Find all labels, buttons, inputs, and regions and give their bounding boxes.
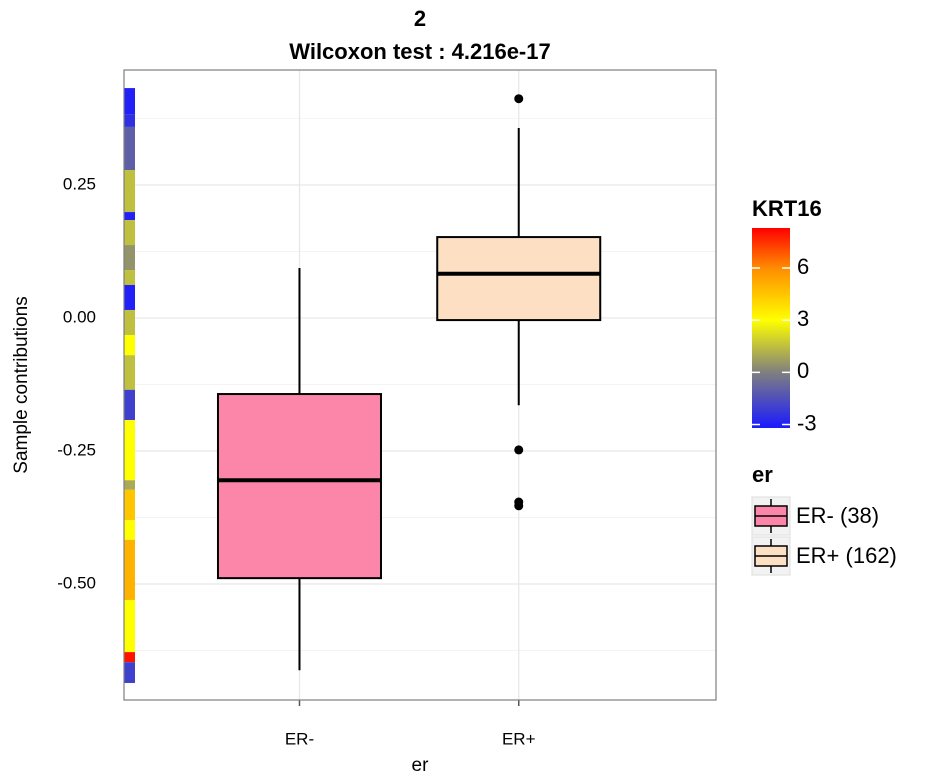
strip-cell: [124, 662, 135, 683]
colorbar-tick-label: -3: [797, 410, 817, 435]
strip-cell: [124, 245, 135, 271]
x-axis-label: er: [412, 755, 430, 776]
y-tick-label: 0.00: [63, 307, 96, 326]
outlier: [514, 445, 524, 455]
legend-label: ER- (38): [796, 503, 879, 528]
strip-cell: [124, 284, 135, 310]
strip-cell: [124, 126, 135, 171]
outlier: [514, 501, 524, 511]
box: [436, 236, 602, 322]
colorbar-tick-label: 6: [797, 254, 809, 279]
colorbar-tick-label: 3: [797, 306, 809, 331]
x-tick-label: ER-: [285, 729, 314, 748]
strip-cell: [124, 170, 135, 213]
chart-title: 2: [414, 6, 426, 31]
strip-cell: [124, 480, 135, 490]
strip-cell: [124, 355, 135, 390]
strip-cell: [124, 114, 135, 127]
strip-cell: [124, 599, 135, 653]
strip-cell: [124, 309, 135, 335]
strip-cell: [124, 88, 135, 115]
strip-cell: [124, 220, 135, 246]
strip-cell: [124, 652, 135, 663]
legend-label: ER+ (162): [796, 543, 897, 568]
legend-title: er: [752, 462, 773, 487]
panel: [124, 70, 716, 700]
colorbar: [752, 228, 790, 428]
y-tick-label: -0.25: [57, 440, 96, 459]
colorbar-title: KRT16: [752, 196, 822, 221]
outlier: [514, 94, 524, 104]
strip-cell: [124, 212, 135, 221]
strip-cell: [124, 520, 135, 540]
strip-cell: [124, 489, 135, 521]
strip-cell: [124, 270, 135, 285]
box: [216, 393, 382, 580]
y-tick-label: 0.25: [63, 174, 96, 193]
y-tick-label: -0.50: [57, 573, 96, 592]
y-axis-label: Sample contributions: [11, 296, 32, 473]
strip-cell: [124, 389, 135, 421]
strip-cell: [124, 334, 135, 356]
strip-cell: [124, 539, 135, 600]
strip-cell: [124, 420, 135, 481]
panel-border: [123, 69, 717, 701]
chart-subtitle: Wilcoxon test : 4.216e-17: [289, 39, 550, 64]
colorbar-tick-label: 0: [797, 358, 809, 383]
x-tick-label: ER+: [502, 729, 536, 748]
